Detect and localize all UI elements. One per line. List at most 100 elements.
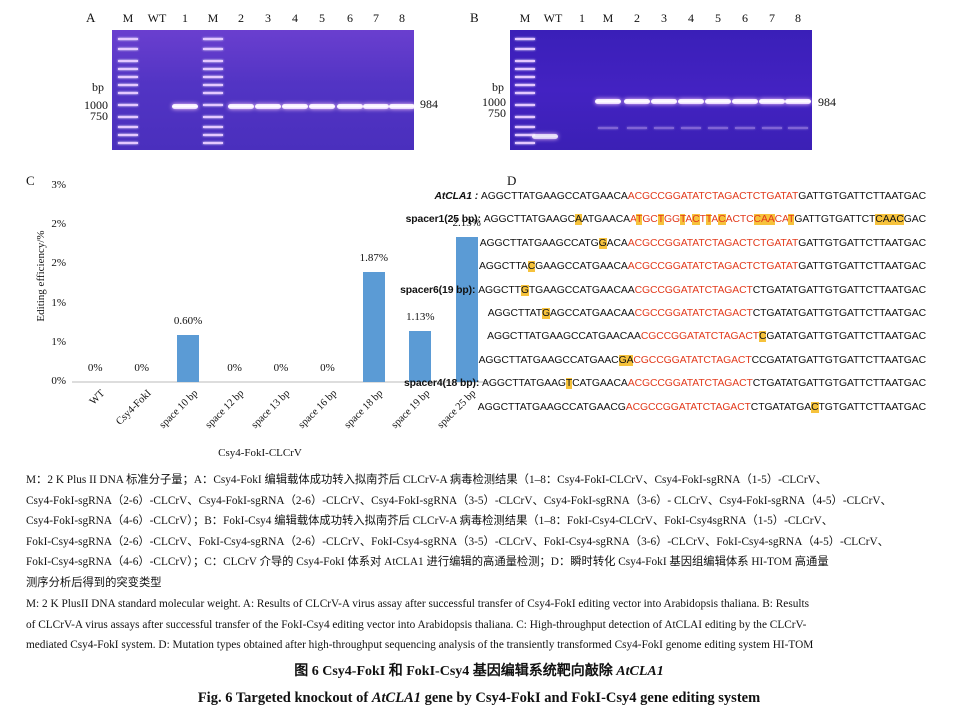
gel-image-a [112,30,414,150]
sequence-segment: AGGCTTAT [487,308,542,319]
panel-b-marker-750: 750 [488,106,506,120]
lane-label-7: 5 [715,11,721,25]
faint-band [762,127,782,129]
panel-a-bp-label: bp [92,80,104,94]
faint-band [654,127,674,129]
sequence-segment: CATGAACA [572,378,628,390]
sequence-segment: G [618,354,627,366]
sequence-segment: CGCCGGATATCTAGACT [634,284,753,296]
lane-label-1: WT [543,11,563,25]
panel-a-marker-1000: 1000 [84,98,108,112]
sequence-row: AGGCTTATGAAGCCATGAACGACGCCGGATATCTAGACTC… [478,401,926,413]
ladder-band [515,48,535,50]
sequence-segment: T [657,214,664,226]
sequence-segment: T [565,378,573,390]
ladder-band [515,84,535,86]
gel-image-b [510,30,812,150]
panel-a-band-size: 984 [420,97,438,111]
sequence-segment: GC [642,214,658,226]
sequence-row: spacer1(25 bp): AGGCTTATGAAGCAATGAACAATG… [406,214,926,226]
lane-label-2: 1 [579,11,585,25]
sequence-segment: CTGATATGATTGTGATTCTTAATGAC [752,284,926,296]
ladder-band [118,76,138,78]
sequence-segment: C [718,214,726,226]
bar-7 [409,331,432,382]
ladder-band [515,116,535,118]
panel-d-letter: D [507,173,517,188]
faint-band [681,127,701,129]
sequence-segment: ACTC [725,214,754,226]
sequence-segment: C [811,401,819,413]
sequence-segment: A [630,214,637,226]
caption-zh-line: FokI-Csy4-sgRNA（4-6）-CLCrV）；C：CLCrV 介导的 … [26,556,829,568]
ladder-band [118,84,138,86]
sequence-segment: AGGCTTATGAAGCCATGAAC [478,354,619,366]
figure-title-english-prefix: Fig. 6 Targeted knockout of [197,690,372,706]
lane-label-3: M [602,11,614,25]
product-band-984 [337,104,363,109]
sequence-segment: T [699,214,706,226]
y-tick-label: 0% [51,375,66,387]
sequence-segment: CTGATATGATTGTGATTCTTAATGAC [752,378,926,390]
figure-title-english-suffix: gene by Csy4-FokI and FokI-Csy4 gene edi… [421,690,761,706]
lane-label-8: 6 [347,11,353,25]
sequence-segment: ACGCCGGATATCTAGACTCTGATAT [627,237,799,249]
sequence-segment: CTGATATGATTGTGATTCTTAATGAC [752,308,926,319]
sequence-row: AtCLA1 : AGGCTTATGAAGCCATGAACAACGCCGGATA… [434,191,926,202]
product-band-984 [651,99,677,104]
sequence-segment: CA [774,214,789,226]
faint-band [708,127,728,129]
ladder-band [203,104,223,106]
data-label: 0% [227,362,242,374]
figure-title-chinese: 图 6 Csy4-FokI 和 FokI-Csy4 基因编辑系统靶向敲除 AtC… [0,660,958,680]
caption-zh-line: FokI-Csy4-sgRNA（2-6）-CLCrV、FokI-Csy4-sgR… [26,535,889,548]
ladder-band [203,126,223,128]
sequence-segment: T [636,214,643,226]
figure-title-chinese-text: 图 6 Csy4-FokI 和 FokI-Csy4 基因编辑系统靶向敲除 [294,664,617,679]
product-band-984 [678,99,704,104]
faint-band [735,127,755,129]
data-label: 0.60% [173,314,203,327]
sequence-segment: AGGCTTATGAAGCCATG [479,237,599,249]
sequence-segment: G [520,284,529,296]
product-band-984 [732,99,758,104]
sequence-segment: GAAGCCATGAACA [535,261,628,273]
lane-label-6: 4 [688,11,694,25]
lane-label-5: 3 [661,11,667,25]
product-band-984 [309,104,335,109]
sequence-segment: AGGCTTATGAAGC [483,214,575,226]
ladder-band [515,126,535,128]
ladder-band [203,142,223,144]
sequence-segment: ACGCCGGATATCTAGACT [625,401,751,413]
sequence-segment: CTGATATGA [750,401,812,413]
caption-zh-line: M：2 K Plus II DNA 标准分子量；A：Csy4-FokI 编辑载体… [26,474,828,486]
panel-b-band-size: 984 [818,95,836,109]
product-band-984 [172,104,198,109]
bar-6 [362,272,385,382]
ladder-band [203,76,223,78]
y-tick-label: 1% [51,335,66,348]
ladder-band [515,76,535,78]
ladder-band [515,68,535,70]
chart-axes [72,381,490,383]
ladder-band [118,68,138,70]
lane-label-9: 7 [373,11,379,25]
sequence-segment: AGCCATGAACAA [549,308,635,319]
sequence-segment: ACA [606,237,628,249]
sequence-segment: GG [663,214,680,226]
product-band-984 [595,99,621,104]
ladder-band [118,116,138,118]
product-band-984 [759,99,785,104]
sequence-segment: ACGCCGGATATCTAGACT [627,378,753,390]
lane-label-2: 1 [182,11,188,25]
ladder-band [203,84,223,86]
sequence-segment: CGCCGGATATCTAGACT [634,308,753,319]
caption-en-line: mediated Csy4-FokI system. D: Mutation t… [26,639,814,651]
caption-zh-line: 测序分析后得到的突变类型 [26,576,162,589]
sequence-segment: AGGCTTATGAAG [482,378,566,390]
y-tick-label: 3% [51,179,66,191]
sequence-row: spacer6(19 bp): AGGCTTGTGAAGCCATGAACAACG… [400,284,926,296]
panel-b-bp-label: bp [492,80,504,94]
sequence-row: AGGCTTATGAAGCCATGGACAACGCCGGATATCTAGACTC… [479,237,926,249]
data-label: 0% [87,362,103,374]
